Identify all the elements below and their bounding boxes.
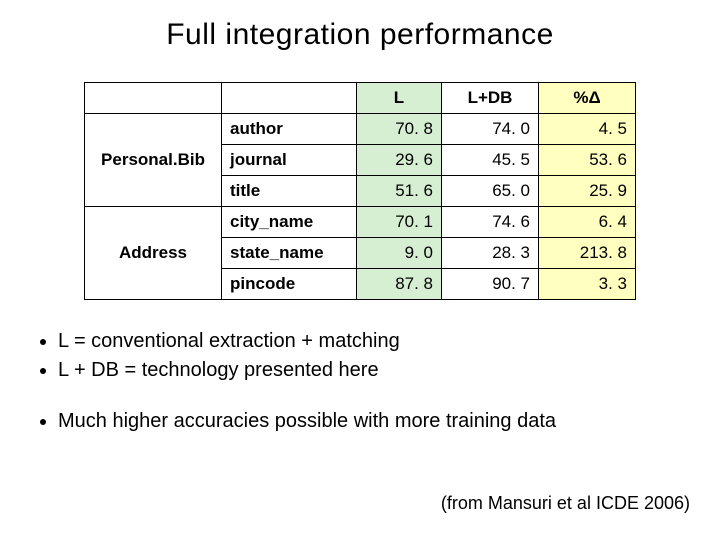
cell-delta: 6. 4 — [539, 207, 636, 238]
cell-delta: 4. 5 — [539, 114, 636, 145]
group-label: Address — [85, 207, 222, 300]
table-header-delta: %Δ — [539, 83, 636, 114]
page-title: Full integration performance — [30, 18, 690, 52]
cell-L: 70. 8 — [357, 114, 442, 145]
note-bullets: Much higher accuracies possible with mor… — [40, 408, 690, 435]
metric-label: author — [222, 114, 357, 145]
metric-label: state_name — [222, 238, 357, 269]
metric-label: title — [222, 176, 357, 207]
cell-L: 29. 6 — [357, 145, 442, 176]
citation-text: (from Mansuri et al ICDE 2006) — [441, 493, 690, 514]
bullet-item: L = conventional extraction + matching — [58, 328, 690, 355]
performance-table: L L+DB %Δ Personal.Bib author 70. 8 74. … — [84, 82, 636, 300]
table-header-LDB: L+DB — [442, 83, 539, 114]
table-header-blank-metric — [222, 83, 357, 114]
cell-L: 9. 0 — [357, 238, 442, 269]
table-header-L: L — [357, 83, 442, 114]
cell-LDB: 65. 0 — [442, 176, 539, 207]
table-row: Address city_name 70. 1 74. 6 6. 4 — [85, 207, 636, 238]
cell-L: 70. 1 — [357, 207, 442, 238]
cell-delta: 213. 8 — [539, 238, 636, 269]
metric-label: pincode — [222, 269, 357, 300]
legend-bullets: L = conventional extraction + matching L… — [40, 328, 690, 384]
cell-delta: 3. 3 — [539, 269, 636, 300]
metric-label: city_name — [222, 207, 357, 238]
table-row: Personal.Bib author 70. 8 74. 0 4. 5 — [85, 114, 636, 145]
group-label: Personal.Bib — [85, 114, 222, 207]
cell-L: 51. 6 — [357, 176, 442, 207]
metric-label: journal — [222, 145, 357, 176]
cell-delta: 25. 9 — [539, 176, 636, 207]
cell-LDB: 45. 5 — [442, 145, 539, 176]
cell-LDB: 74. 6 — [442, 207, 539, 238]
cell-delta: 53. 6 — [539, 145, 636, 176]
bullet-item: L + DB = technology presented here — [58, 357, 690, 384]
table-header-blank-group — [85, 83, 222, 114]
cell-LDB: 74. 0 — [442, 114, 539, 145]
cell-LDB: 90. 7 — [442, 269, 539, 300]
cell-L: 87. 8 — [357, 269, 442, 300]
bullet-item: Much higher accuracies possible with mor… — [58, 408, 690, 435]
cell-LDB: 28. 3 — [442, 238, 539, 269]
